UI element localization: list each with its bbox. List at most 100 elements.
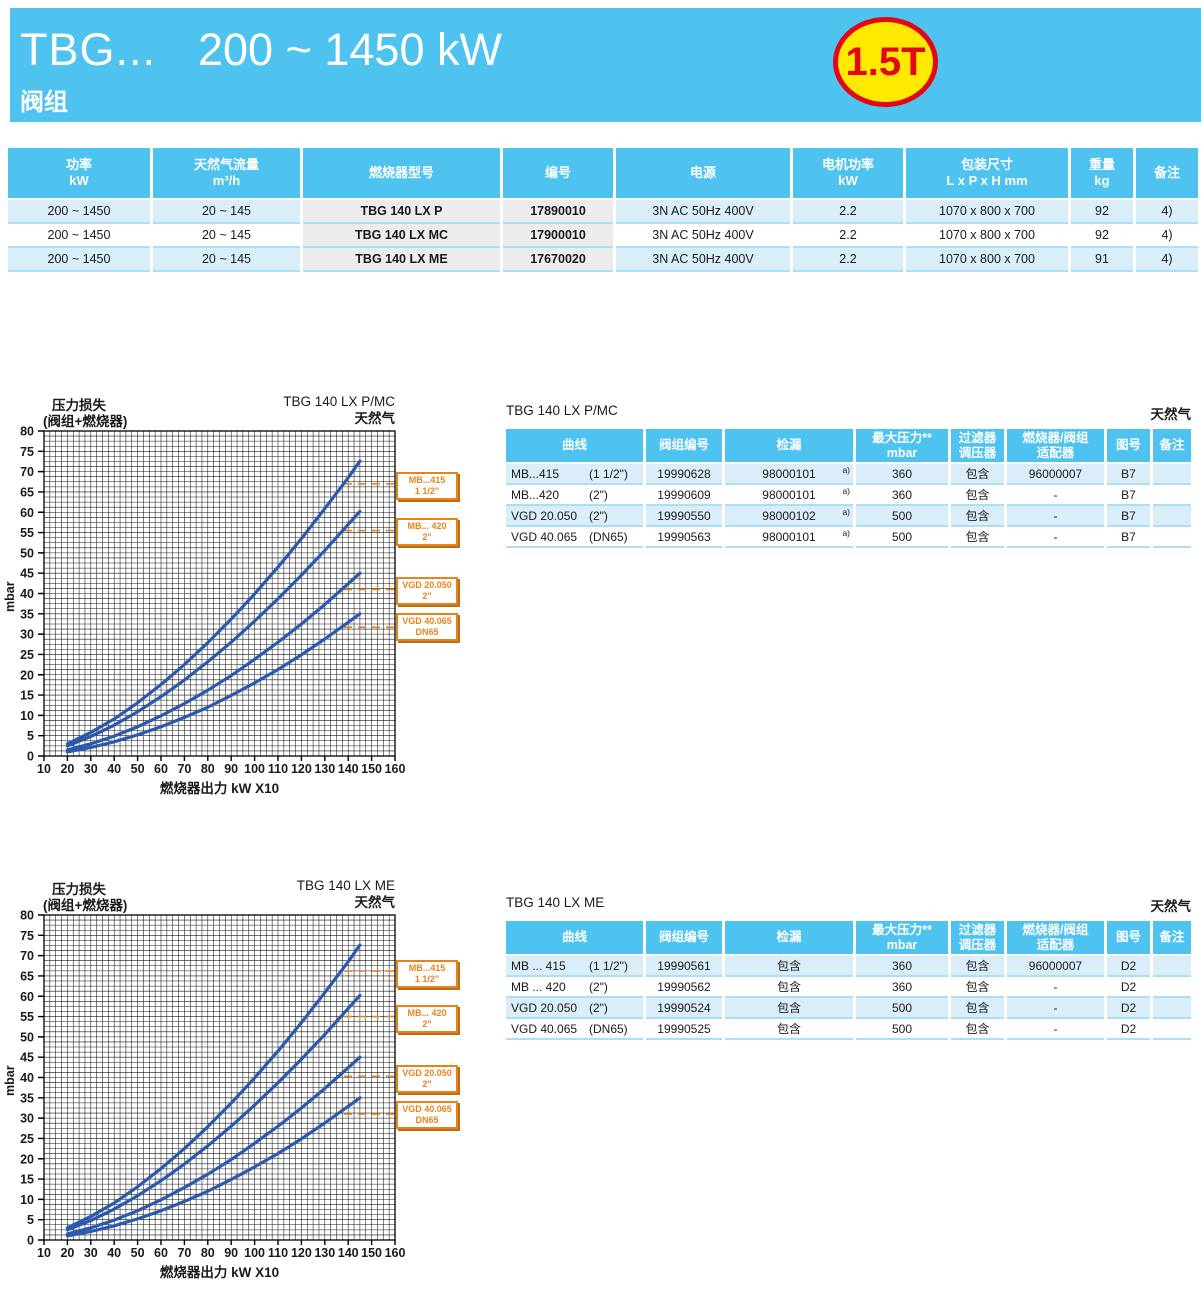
spec-cell: 2.2 — [793, 246, 903, 272]
y-tick-label: 75 — [20, 929, 34, 943]
y-tick-label: 75 — [20, 445, 34, 459]
curve-label-mb415: MB...415 1 1/2" — [396, 472, 458, 500]
subtable-cell: 19990525 — [646, 1017, 722, 1040]
subtable-cell: D2 — [1107, 996, 1150, 1017]
spec-cell: 1070 x 800 x 700 — [906, 246, 1068, 272]
x-axis-label: 燃烧器出力 kW X10 — [159, 1265, 280, 1280]
subtable-me-header: TBG 140 LX ME 天然气 — [506, 895, 1191, 915]
subtable-col-header: 阀组编号 — [646, 429, 722, 462]
subtable-col-header: 图号 — [1107, 429, 1150, 462]
subtable-cell — [1153, 975, 1191, 996]
subtable-col-header: 燃烧器/阀组 适配器 — [1007, 921, 1104, 954]
x-tick-label: 90 — [224, 1246, 238, 1260]
subtable-cell: 500 — [856, 1017, 948, 1040]
y-tick-label: 10 — [20, 1193, 34, 1207]
burner-spec-table: 功率 kW 天然气流量 m³/h 燃烧器型号 编号 电源 电机功率 kW 包装尺寸 L x P x … — [8, 148, 1198, 272]
spec-cell: 4) — [1136, 198, 1198, 222]
subtable-pmc-header: TBG 140 LX P/MC 天然气 — [506, 403, 1191, 423]
subtable-cell: MB...415 (1 1/2") — [506, 462, 643, 483]
pressure-curve — [65, 459, 362, 746]
spec-cell: 4) — [1136, 246, 1198, 272]
pressure-curve — [65, 509, 362, 748]
x-axis-label: 燃烧器出力 kW X10 — [159, 781, 280, 796]
spec-col-header: 天然气流量 m³/h — [153, 148, 300, 198]
subtable-cell: D2 — [1107, 954, 1150, 975]
x-tick-label: 60 — [154, 762, 168, 776]
y-tick-label: 80 — [20, 909, 34, 923]
chart-title-model: TBG 140 LX ME — [296, 878, 395, 893]
x-tick-label: 70 — [177, 1246, 191, 1260]
subtable-cell — [1153, 1017, 1191, 1040]
spec-cell: TBG 140 LX ME — [303, 246, 500, 272]
x-tick-label: 100 — [244, 1246, 265, 1260]
y-tick-label: 0 — [27, 750, 34, 764]
spec-col-header: 包装尺寸 L x P x H mm — [906, 148, 1068, 198]
subtable-cell: 98000101 a) — [725, 525, 853, 548]
x-tick-label: 30 — [84, 1246, 98, 1260]
x-tick-label: 130 — [314, 762, 335, 776]
subtable-cell — [1153, 504, 1191, 525]
subtable-cell: 98000101 a) — [725, 483, 853, 504]
subtable-cell: 19990524 — [646, 996, 722, 1017]
x-tick-label: 130 — [314, 1246, 335, 1260]
y-tick-label: 15 — [20, 689, 34, 703]
subtable-cell: 包含 — [951, 954, 1004, 975]
subtable-cell: 500 — [856, 996, 948, 1017]
x-tick-label: 70 — [177, 762, 191, 776]
subtable-cell: 包含 — [951, 1017, 1004, 1040]
spec-cell: 20 ~ 145 — [153, 198, 300, 222]
x-tick-label: 50 — [131, 1246, 145, 1260]
spec-cell: 17890010 — [503, 198, 613, 222]
subtable-cell: 19990550 — [646, 504, 722, 525]
y-tick-label: 5 — [27, 1213, 34, 1227]
x-tick-label: 120 — [291, 1246, 312, 1260]
subtable-col-header: 备注 — [1153, 921, 1191, 954]
y-tick-label: 70 — [20, 949, 34, 963]
spec-cell: 3N AC 50Hz 400V — [616, 198, 790, 222]
subtable-cell: 500 — [856, 525, 948, 548]
spec-cell: 2.2 — [793, 198, 903, 222]
spec-cell: 200 ~ 1450 — [8, 222, 150, 246]
spec-cell: 92 — [1071, 222, 1133, 246]
page-title: TBG... — [20, 24, 157, 75]
x-tick-label: 30 — [84, 762, 98, 776]
subtable-cell: B7 — [1107, 525, 1150, 548]
chart-title: TBG 140 LX ME 天然气 — [297, 878, 395, 912]
x-tick-label: 80 — [201, 1246, 215, 1260]
power-range: 200 ~ 1450 kW — [198, 24, 502, 75]
subtable-cell — [1153, 996, 1191, 1017]
subtable-cell: 包含 — [725, 975, 853, 996]
y-tick-label: 50 — [20, 1030, 34, 1044]
subtable-cell: - — [1007, 1017, 1104, 1040]
subtable-cell: - — [1007, 975, 1104, 996]
x-tick-label: 110 — [268, 1246, 288, 1260]
x-tick-label: 50 — [131, 762, 145, 776]
y-tick-label: 40 — [20, 1071, 34, 1085]
spec-cell: 1070 x 800 x 700 — [906, 198, 1068, 222]
subtable-cell: 包含 — [725, 1017, 853, 1040]
header-banner: TBG... 200 ~ 1450 kW 阀组 1.5T — [10, 8, 1201, 122]
subtable-cell: B7 — [1107, 504, 1150, 525]
y-tick-label: 55 — [20, 526, 34, 540]
subtable-cell — [1153, 525, 1191, 548]
spec-col-header: 电源 — [616, 148, 790, 198]
subtable-col-header: 曲线 — [506, 921, 643, 954]
spec-cell: 4) — [1136, 222, 1198, 246]
spec-cell: 200 ~ 1450 — [8, 198, 150, 222]
subtable-cell: 包含 — [725, 954, 853, 975]
subtable-col-header: 曲线 — [506, 429, 643, 462]
spec-cell: 20 ~ 145 — [153, 246, 300, 272]
pressure-curve — [65, 612, 362, 754]
subtable-col-header: 过滤器 调压器 — [951, 921, 1004, 954]
pressure-curve — [65, 1055, 362, 1236]
subtable-cell — [1153, 483, 1191, 504]
x-tick-label: 100 — [244, 762, 265, 776]
subtable-cell: 19990562 — [646, 975, 722, 996]
gas-type-label: 天然气 — [1150, 407, 1192, 422]
spec-col-header: 功率 kW — [8, 148, 150, 198]
subtable-cell: 98000101 a) — [725, 462, 853, 483]
pressure-curve — [65, 943, 362, 1230]
subtable-cell: 19990561 — [646, 954, 722, 975]
subtable-cell: - — [1007, 483, 1104, 504]
x-tick-label: 40 — [107, 762, 121, 776]
